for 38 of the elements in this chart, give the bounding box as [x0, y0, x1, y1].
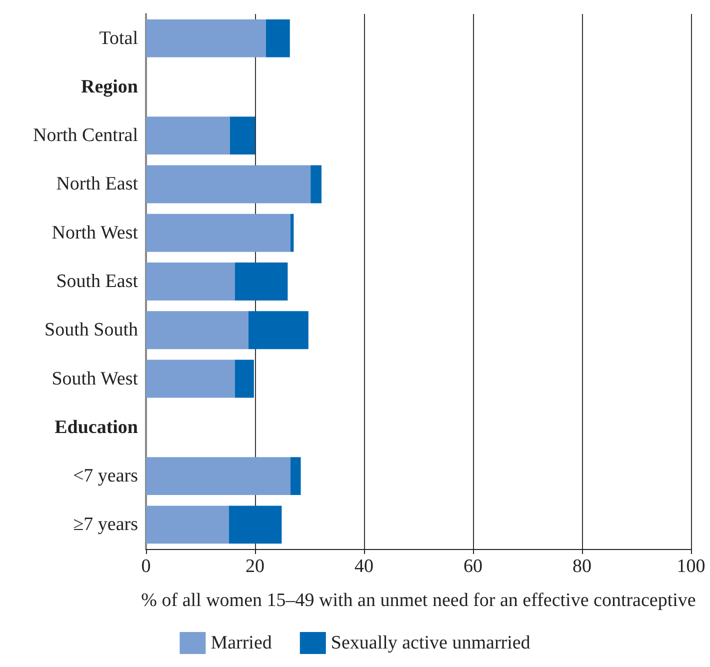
bar	[230, 116, 255, 155]
bar	[146, 165, 311, 204]
y-tick-label: North West	[52, 222, 139, 244]
bar	[146, 116, 230, 155]
x-tick-label: 60	[464, 556, 482, 577]
y-tick-label: Education	[54, 416, 138, 438]
x-tick-label: 100	[676, 556, 706, 577]
y-tick-label: North Central	[32, 125, 138, 146]
x-tick-label: 0	[141, 556, 151, 577]
legend-label: Married	[210, 632, 272, 654]
y-tick-label: South East	[56, 271, 139, 292]
y-tick-label: ≥7 years	[73, 514, 138, 536]
y-tick-label: North East	[56, 174, 139, 195]
bar	[234, 360, 254, 398]
bar	[146, 457, 290, 496]
x-tick-label: 20	[246, 556, 264, 577]
bar	[290, 214, 294, 252]
y-tick-label: South West	[52, 368, 139, 390]
bar	[248, 311, 308, 350]
x-tick-label: 40	[354, 556, 374, 577]
bar	[234, 262, 288, 300]
y-tick-label: <7 years	[72, 466, 138, 487]
bar	[146, 506, 229, 544]
bar	[146, 214, 290, 252]
bar	[290, 457, 301, 496]
bar	[310, 165, 322, 204]
bar	[146, 262, 235, 300]
bar	[146, 19, 266, 58]
x-tick-label: 80	[572, 556, 592, 577]
legend-label: Sexually active unmarried	[330, 632, 531, 654]
x-axis-title: % of all women 15–49 with an unmet need for an effective contraceptive	[141, 590, 696, 611]
bar	[146, 311, 248, 350]
y-tick-label: Region	[81, 76, 138, 98]
bar	[228, 506, 282, 544]
bar	[266, 19, 290, 58]
y-tick-label: Total	[99, 28, 138, 49]
bar	[146, 360, 235, 398]
y-tick-label: South South	[44, 320, 138, 341]
